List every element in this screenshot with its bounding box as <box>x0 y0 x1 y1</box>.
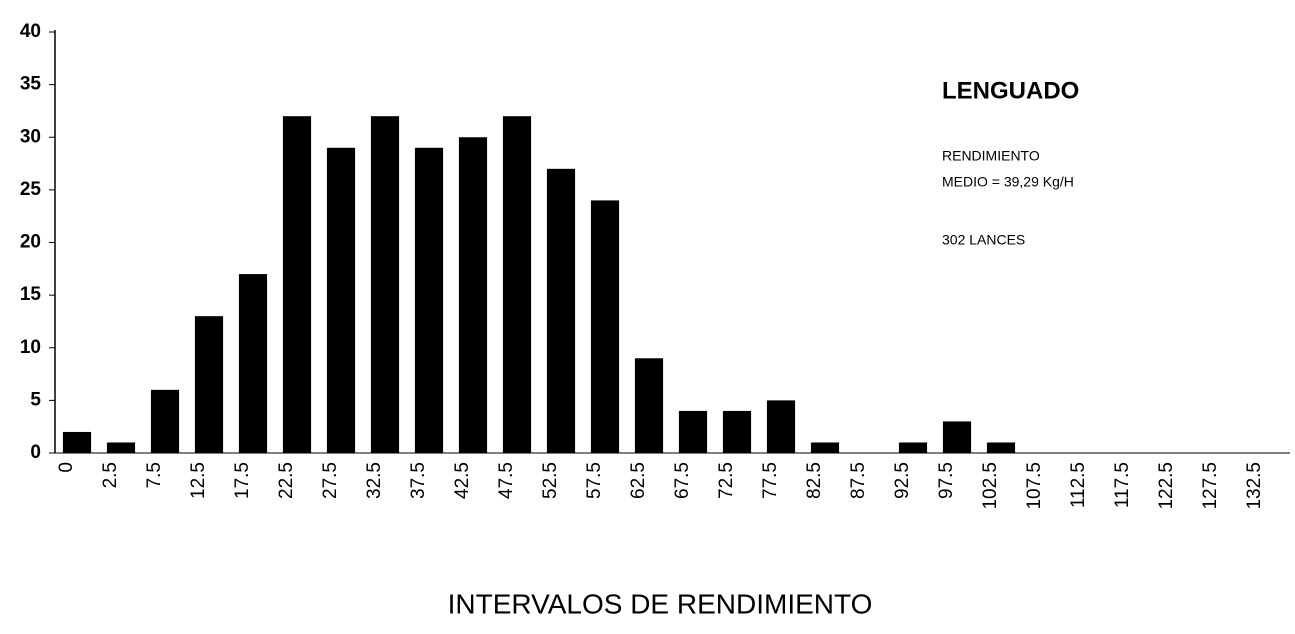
legend-title: LENGUADO <box>942 77 1079 104</box>
x-tick-label: 7.5 <box>144 462 165 488</box>
x-tick-label: 2.5 <box>100 462 121 488</box>
bar <box>150 389 180 453</box>
bar <box>194 316 224 453</box>
bar <box>942 421 972 453</box>
bar <box>722 410 752 453</box>
x-tick-label: 92.5 <box>892 462 913 499</box>
x-tick-label: 132.5 <box>1244 462 1265 510</box>
bar <box>634 358 664 453</box>
y-tick-label: 10 <box>20 337 41 358</box>
bar <box>986 442 1016 453</box>
x-axis-title: INTERVALOS DE RENDIMIENTO <box>448 588 873 619</box>
x-tick-label: 117.5 <box>1112 462 1133 508</box>
bar <box>766 400 796 453</box>
y-tick-label: 0 <box>30 442 41 463</box>
x-tick-label: 112.5 <box>1068 462 1089 508</box>
bar <box>810 442 840 453</box>
y-tick-label: 30 <box>20 126 41 147</box>
x-tick-label: 67.5 <box>672 462 693 499</box>
x-tick-label: 77.5 <box>760 462 781 499</box>
x-tick-label: 127.5 <box>1200 462 1221 510</box>
bar <box>414 147 444 453</box>
y-tick-label: 25 <box>20 179 42 200</box>
bar <box>458 137 488 453</box>
bar <box>546 168 576 453</box>
x-tick-label: 17.5 <box>232 462 253 499</box>
x-tick-label: 122.5 <box>1156 462 1177 510</box>
x-tick-label: 82.5 <box>804 462 825 499</box>
bar <box>238 274 268 453</box>
x-tick-label: 0 <box>56 462 77 473</box>
x-tick-label: 32.5 <box>364 462 385 499</box>
x-tick-label: 22.5 <box>276 462 297 499</box>
x-tick-label: 47.5 <box>496 462 517 499</box>
x-tick-label: 27.5 <box>320 462 341 499</box>
annotation: MEDIO = 39,29 Kg/H <box>942 174 1074 190</box>
x-tick-label: 52.5 <box>540 462 561 499</box>
x-tick-label: 62.5 <box>628 462 649 499</box>
bar <box>62 431 92 453</box>
bar <box>678 410 708 453</box>
x-tick-label: 12.5 <box>188 462 209 499</box>
x-tick-label: 87.5 <box>848 462 869 499</box>
annotation: RENDIMIENTO <box>942 148 1040 164</box>
bar <box>282 116 312 453</box>
bar <box>370 116 400 453</box>
bar <box>898 442 928 453</box>
bar <box>590 200 620 453</box>
x-tick-label: 97.5 <box>936 462 957 499</box>
x-tick-label: 102.5 <box>980 462 1001 510</box>
y-tick-label: 15 <box>20 284 42 305</box>
y-tick-label: 5 <box>30 389 41 410</box>
x-tick-label: 42.5 <box>452 462 473 499</box>
annotation: 302 LANCES <box>942 232 1025 248</box>
bar <box>502 116 532 453</box>
x-tick-label: 57.5 <box>584 462 605 499</box>
x-tick-label: 37.5 <box>408 462 429 499</box>
y-tick-label: 40 <box>20 21 41 42</box>
y-tick-label: 35 <box>20 74 42 95</box>
x-tick-label: 72.5 <box>716 462 737 499</box>
bar <box>326 147 356 453</box>
bar <box>106 442 136 453</box>
y-tick-label: 20 <box>20 232 41 253</box>
x-tick-label: 107.5 <box>1024 462 1045 510</box>
